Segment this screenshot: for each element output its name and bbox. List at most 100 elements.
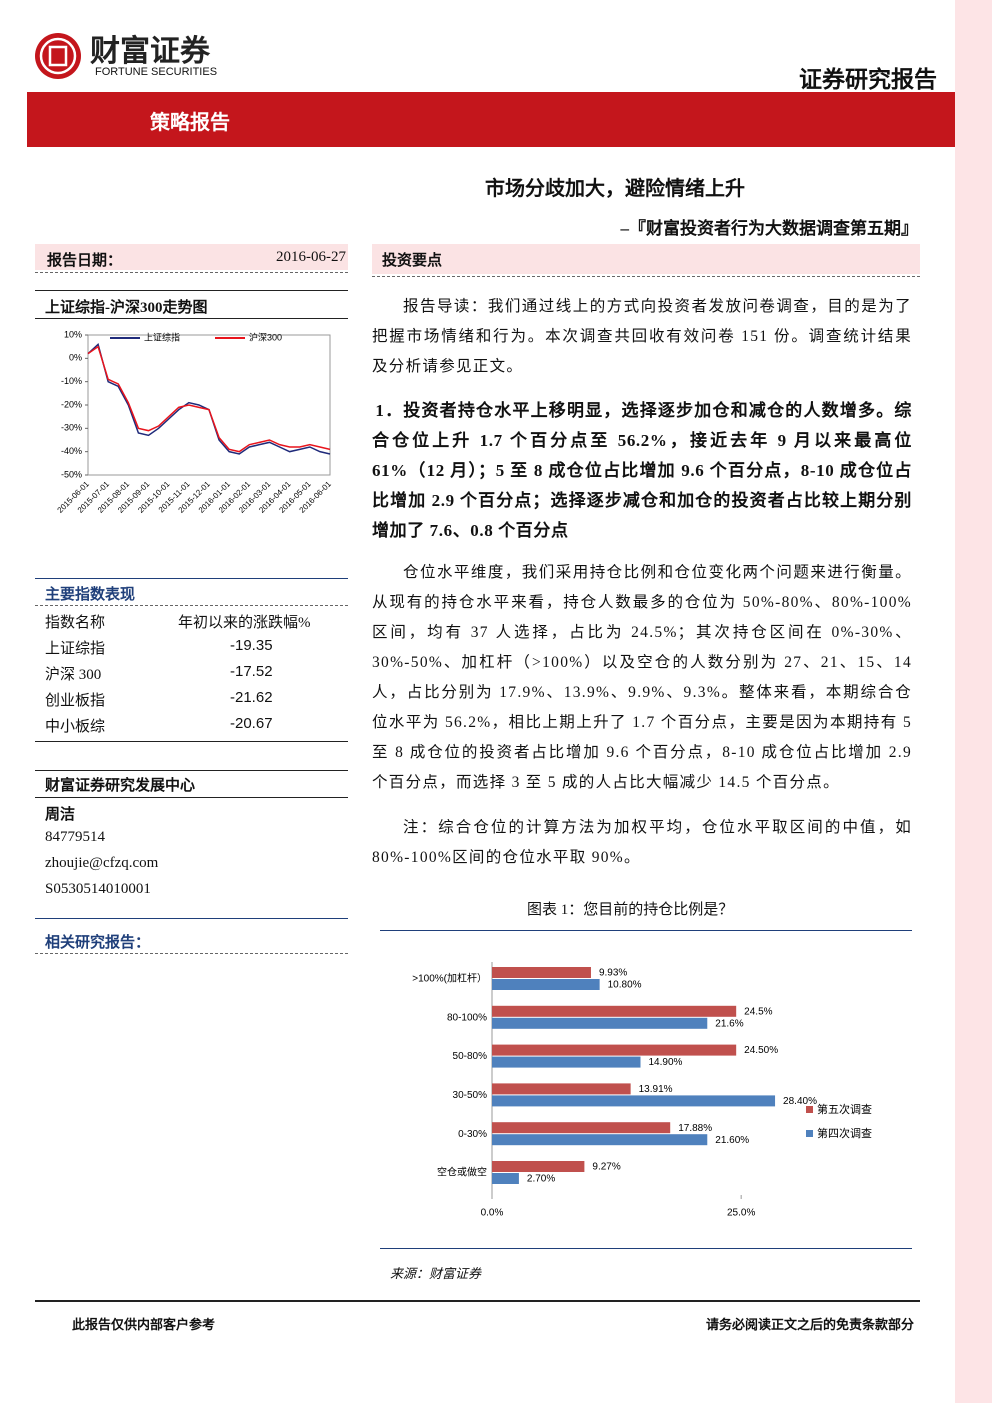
- x-tick-label: 0.0%: [481, 1208, 504, 1219]
- line: [87, 345, 331, 453]
- bar: [492, 1161, 585, 1172]
- legend-swatch: [806, 1130, 813, 1137]
- category-label: 80-100%: [447, 1012, 487, 1023]
- value-label: 14.90%: [649, 1057, 683, 1068]
- figure-caption: 图表 1：您目前的持仓比例是？: [527, 902, 734, 918]
- category-label: >100%(加杠杆）: [412, 972, 487, 985]
- index-value: -20.67: [230, 715, 273, 732]
- y-tick-label: 0%: [69, 353, 82, 363]
- banner: [27, 92, 955, 147]
- value-label: 21.60%: [715, 1135, 749, 1146]
- index-chart: 10%0%-10%-20%-30%-40%-50%2015-06-012015-…: [56, 329, 334, 514]
- bar: [492, 1083, 631, 1095]
- divider: [35, 770, 348, 771]
- category-label: 30-50%: [453, 1090, 488, 1101]
- date-label: 报告日期：: [47, 253, 123, 269]
- divider: [35, 797, 348, 798]
- bar-chart: 0.0% 25.0% >100%(加杠杆） 9.93%10.80% 80-100% 24.…: [412, 962, 872, 1219]
- footer-right: 请务必阅读正文之后的免责条款部分: [705, 1317, 914, 1332]
- subtitle: –『财富投资者行为大数据调查第五期』: [620, 219, 919, 238]
- bar: [492, 979, 600, 990]
- index-name: 上证综指: [45, 641, 106, 657]
- category-label: 50-80%: [453, 1051, 488, 1062]
- intro: 报告导读：我们通过线上的方式向投资者发放问卷调查，目的是为了把握市场情绪和行为。…: [372, 298, 912, 375]
- divider: [35, 1300, 920, 1302]
- bar: [492, 1056, 641, 1068]
- bar: [492, 1095, 776, 1107]
- date: 2016-06-27: [276, 249, 346, 265]
- indices-title: 主要指数表现: [45, 587, 136, 603]
- divider: [372, 276, 920, 277]
- divider: [35, 741, 348, 742]
- chart-title: 上证综指-沪深300走势图: [45, 300, 208, 316]
- divider: [35, 272, 348, 273]
- legend-label: 第四次调查: [817, 1126, 872, 1140]
- logo-en: FORTUNE SECURITIES: [95, 66, 218, 78]
- index-value: -17.52: [230, 663, 273, 680]
- index-value: -19.35: [230, 637, 273, 654]
- heading: 1．投资者持仓水平上移明显，选择逐步加仓和减仓的人数增多。综合仓位上升 1.7 …: [372, 401, 912, 540]
- logo-text: 财富证券: [90, 35, 210, 68]
- index-value: -21.62: [230, 689, 273, 706]
- footer-left: 此报告仅供内部客户参考: [72, 1317, 216, 1332]
- side-strip: [955, 0, 992, 1403]
- value-label: 28.40%: [783, 1096, 817, 1107]
- divider: [35, 953, 348, 954]
- bar: [492, 1044, 737, 1056]
- y-tick-label: -40%: [61, 446, 82, 456]
- divider: [35, 918, 348, 919]
- bar: [492, 1134, 708, 1146]
- date-row: [35, 244, 348, 270]
- bar: [492, 967, 591, 978]
- y-tick-label: -30%: [61, 423, 82, 433]
- category-label: 0-30%: [458, 1129, 487, 1140]
- y-tick-label: -20%: [61, 399, 82, 409]
- index-name: 沪深 300: [45, 667, 102, 683]
- divider: [380, 1248, 912, 1249]
- value-label: 10.80%: [608, 980, 642, 991]
- section-row: [372, 244, 920, 274]
- source: 来源：财富证券: [390, 1266, 482, 1281]
- legend-swatch: [806, 1106, 813, 1113]
- value-label: 9.27%: [592, 1162, 620, 1173]
- x-tick-label: 25.0%: [727, 1208, 755, 1219]
- body: 仓位水平维度，我们采用持仓比例和仓位变化两个问题来进行衡量。从现有的持仓水平来看…: [372, 564, 912, 791]
- value-label: 13.91%: [639, 1084, 673, 1095]
- value-label: 2.70%: [527, 1174, 555, 1185]
- section-label: 投资要点: [382, 253, 443, 269]
- y-tick-label: 10%: [64, 329, 82, 339]
- report-type: 证券研究报告: [799, 67, 937, 92]
- legend-label: 上证综指: [144, 331, 180, 342]
- related: 相关研究报告：: [45, 935, 151, 951]
- note: 注：综合仓位的计算方法为加权平均，仓位水平取区间的中值，如 80%-100%区间…: [372, 819, 912, 866]
- value-label: 17.88%: [678, 1123, 712, 1134]
- title: 市场分歧加大，避险情绪上升: [485, 178, 745, 200]
- divider: [35, 318, 348, 319]
- index-name: 中小板综: [45, 719, 106, 735]
- analyst-license: S0530514010001: [45, 881, 151, 897]
- bar: [492, 1017, 708, 1029]
- index-name: 创业板指: [45, 693, 106, 709]
- category-label: 空仓或做空: [437, 1166, 487, 1179]
- analyst-name: 周洁: [45, 807, 76, 823]
- line: [87, 342, 331, 455]
- legend-label: 第五次调查: [817, 1102, 872, 1116]
- value-label: 21.6%: [715, 1018, 743, 1029]
- divider: [35, 290, 348, 291]
- bar: [492, 1122, 671, 1134]
- analyst-email: zhoujie@cfzq.com: [45, 855, 159, 871]
- logo-mark: [35, 33, 81, 79]
- y-tick-label: -10%: [61, 376, 82, 386]
- analyst-phone: 84779514: [45, 829, 105, 845]
- divider: [35, 578, 348, 579]
- plot-frame: [87, 334, 331, 476]
- bar: [492, 1005, 737, 1017]
- center: 财富证券研究发展中心: [45, 778, 196, 794]
- legend-label: 沪深300: [249, 331, 282, 342]
- y-tick-label: -50%: [61, 469, 82, 479]
- value-label: 24.50%: [744, 1045, 778, 1056]
- value-label: 9.93%: [599, 968, 627, 979]
- banner-text: 策略报告: [150, 112, 230, 134]
- table-header: 指数名称: [45, 615, 106, 631]
